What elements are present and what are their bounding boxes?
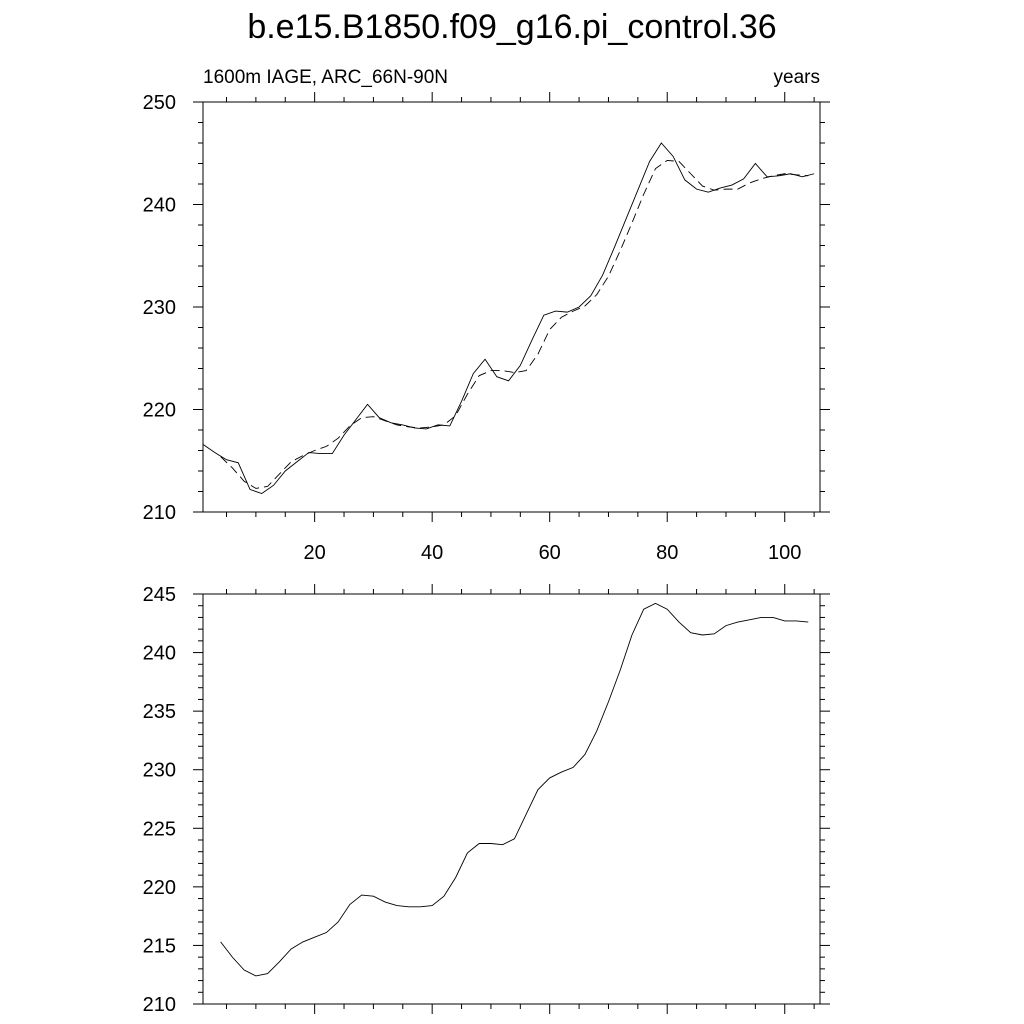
bottom-panel-y-tick-label: 240 — [143, 643, 176, 665]
top-panel-y-tick-label: 240 — [143, 195, 176, 217]
top-panel-tick-labels: 20 40 60 80 100 210 220 230 240 250 — [143, 92, 802, 564]
bottom-panel-y-tick-label: 210 — [143, 994, 176, 1016]
top-panel-x-tick-label: 60 — [539, 542, 561, 564]
bottom-panel-ticks — [193, 584, 830, 1014]
bottom-panel-y-tick-label: 215 — [143, 935, 176, 957]
bottom-panel-solid-series-line — [220, 602, 809, 977]
bottom-panel-y-tick-label: 245 — [143, 584, 176, 606]
bottom-panel: 210 215 220 225 230 235 240 245 — [143, 584, 830, 1016]
top-panel-plot-frame — [202, 101, 821, 513]
top-panel-y-tick-label: 220 — [143, 400, 176, 422]
figure-title: b.e15.B1850.f09_g16.pi_control.36 — [247, 8, 776, 46]
bottom-panel-series — [220, 602, 809, 977]
top-panel-series — [202, 142, 815, 495]
bottom-panel-tick-labels: 210 215 220 225 230 235 240 245 — [143, 584, 176, 1016]
top-panel-y-tick-label: 230 — [143, 297, 176, 319]
top-panel-solid-series-line — [202, 142, 815, 495]
bottom-panel-y-tick-label: 220 — [143, 877, 176, 899]
top-panel-x-tick-label: 80 — [656, 542, 678, 564]
top-panel-y-tick-label: 210 — [143, 502, 176, 524]
top-panel-dashed-series-line — [220, 159, 809, 489]
top-panel-subtitle-left: 1600m IAGE, ARC_66N-90N — [203, 67, 448, 88]
top-panel-x-tick-label: 40 — [421, 542, 443, 564]
bottom-panel-y-tick-label: 230 — [143, 760, 176, 782]
bottom-panel-y-tick-label: 225 — [143, 818, 176, 840]
top-panel: 1600m IAGE, ARC_66N-90N years 20 40 60 80 10… — [143, 67, 830, 564]
bottom-panel-plot-frame — [202, 593, 821, 1005]
top-panel-y-tick-label: 250 — [143, 92, 176, 114]
top-panel-subtitle-right: years — [774, 67, 820, 88]
bottom-panel-y-tick-label: 235 — [143, 701, 176, 723]
top-panel-ticks — [193, 92, 830, 522]
top-panel-x-tick-label: 20 — [304, 542, 326, 564]
top-panel-x-tick-label: 100 — [768, 542, 801, 564]
